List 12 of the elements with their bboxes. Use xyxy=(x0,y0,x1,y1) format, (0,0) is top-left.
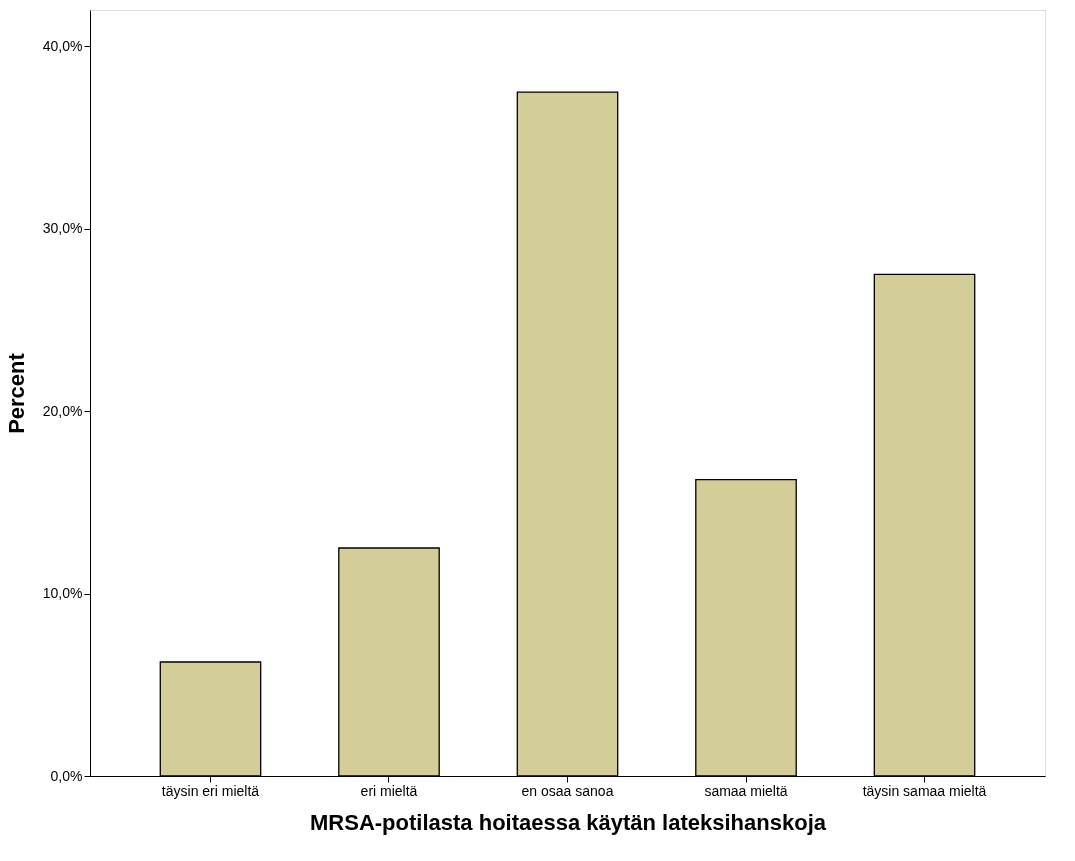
y-tick-label: 40,0% xyxy=(42,37,83,54)
x-tick-label: eri mieltä xyxy=(360,782,418,799)
y-tick-label: 0,0% xyxy=(50,767,83,784)
x-tick-label: samaa mieltä xyxy=(704,782,788,799)
x-tick-label: täysin eri mieltä xyxy=(161,782,260,799)
y-axis-title: Percent xyxy=(3,352,29,434)
y-tick-label: 30,0% xyxy=(42,220,83,237)
x-tick-label: täysin samaa mieltä xyxy=(862,782,987,799)
y-tick-label: 10,0% xyxy=(42,585,83,602)
y-tick-label: 20,0% xyxy=(42,402,83,419)
x-axis-title: MRSA-potilasta hoitaessa käytän lateksihanskoja xyxy=(310,809,827,835)
x-tick-label: en osaa sanoa xyxy=(521,782,614,799)
